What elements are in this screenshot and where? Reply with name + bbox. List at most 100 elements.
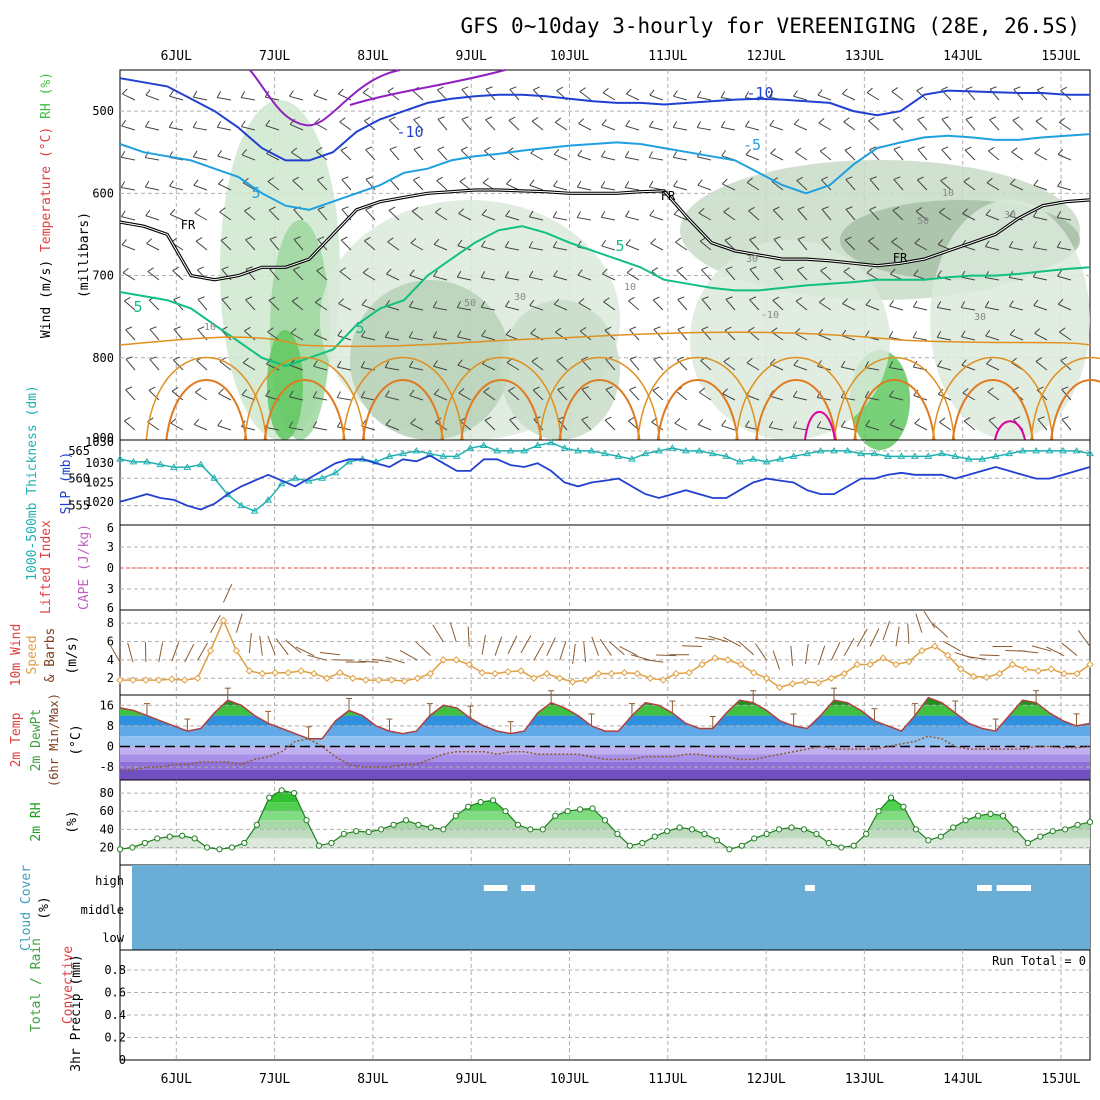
wind-barb-feather: [1009, 329, 1016, 336]
wind-barb-feather: [482, 177, 489, 184]
wind-barb: [652, 299, 664, 311]
wind10m-barb: [399, 649, 418, 661]
wind-barb-feather: [914, 238, 921, 244]
wind-barb: [677, 299, 688, 311]
wind-barb: [269, 269, 280, 281]
wind-barb: [965, 119, 976, 131]
wind-barb: [652, 389, 664, 401]
contour-label: -10: [746, 84, 773, 102]
wind-barb: [267, 181, 280, 191]
panel-ylabel: 2m DewPt: [29, 709, 44, 772]
temp-band: [120, 761, 1090, 770]
wind-barb-feather: [988, 146, 995, 152]
thickness-point: [1005, 449, 1014, 457]
panel-ylabel: Total / Rain: [29, 938, 44, 1032]
wind10m-barb: [599, 638, 612, 656]
isotherm-10: [361, 379, 444, 441]
wind-barb-feather: [600, 210, 606, 218]
wind-barb-feather: [362, 267, 369, 274]
wind-barb-feather: [773, 236, 781, 240]
isotherm-10-outer: [1030, 356, 1100, 441]
wind-barb-feather: [937, 360, 942, 367]
rh2m-point: [999, 812, 1007, 819]
rh2m-point: [166, 833, 173, 840]
rh2m-point: [353, 828, 360, 835]
wind-barb-feather: [484, 146, 491, 152]
wind-barb: [601, 216, 616, 221]
wind-barb: [697, 127, 712, 131]
thickness-point: [170, 463, 178, 470]
wind-barb-feather: [744, 420, 750, 427]
wind-barb: [483, 391, 496, 401]
y-tick-label: 700: [92, 269, 114, 283]
wind-barb: [290, 332, 304, 341]
wind-barb: [793, 95, 808, 101]
wind-barb: [628, 300, 640, 311]
wind-barb: [844, 239, 856, 251]
dewpoint-line: [120, 735, 1091, 771]
date-label-bottom: 11JUL: [648, 1072, 687, 1087]
wind-barb: [413, 119, 424, 131]
thickness-point: [1086, 449, 1094, 457]
wind-barb-feather: [360, 330, 366, 337]
wind-barb: [170, 422, 184, 431]
wind-barb: [193, 184, 208, 191]
wind10m-speed-point: [1086, 660, 1094, 669]
wind-barb: [917, 148, 928, 161]
wind-barb: [793, 123, 808, 131]
wind10m-speed-point: [944, 651, 952, 660]
wind10m-barb: [681, 645, 703, 647]
wind10m-speed-point: [336, 669, 344, 677]
wind-barb: [315, 301, 328, 311]
wind-barb: [625, 187, 640, 191]
wind-barb: [748, 210, 760, 221]
wind-barb-feather: [840, 360, 846, 368]
wind-barb-feather: [410, 238, 417, 244]
wind-barb: [1033, 184, 1048, 191]
wind-barb: [266, 153, 280, 161]
rh-shading: [267, 330, 303, 440]
wind-barb-feather: [365, 176, 373, 180]
wind-barb-feather: [745, 120, 750, 127]
wind-barb-feather: [409, 389, 415, 396]
wind-barb-feather: [505, 329, 511, 336]
wind-barb-feather: [724, 236, 732, 241]
wind-barb-feather: [696, 121, 702, 128]
wind10m-speed-point: [607, 669, 616, 678]
wind-barb-feather: [795, 297, 803, 302]
wind-barb: [362, 272, 376, 281]
temp2m-line: [119, 696, 1091, 740]
wind-barb-feather: [265, 119, 271, 126]
wind-barb-feather: [797, 206, 805, 210]
wind-barb: [124, 300, 136, 311]
wind-barb-feather: [364, 236, 371, 242]
wind-barb-feather: [673, 90, 678, 97]
wind-barb: [169, 95, 184, 101]
wind10m-barb: [790, 645, 794, 666]
wind-barb-feather: [241, 389, 247, 396]
panel-ylabel: SLP (mb): [59, 452, 74, 515]
wind-barb-feather: [889, 390, 894, 397]
wind10m-speed-point: [827, 674, 836, 682]
wind-barb-feather: [435, 207, 442, 213]
wind-barb: [1057, 216, 1072, 221]
wind-barb-feather: [291, 297, 299, 302]
wind-barb-feather: [1034, 328, 1041, 334]
thickness-point: [506, 446, 515, 454]
wind10m-speed-point: [646, 674, 654, 682]
wind-barb: [604, 419, 616, 431]
wind-barb: [577, 274, 592, 281]
rh2m-point: [937, 833, 944, 840]
wind-barb-feather: [170, 418, 177, 424]
wind-barb: [1013, 89, 1024, 101]
wind-barb: [579, 330, 592, 341]
wind10m-speed-point: [620, 669, 629, 677]
wind10m-speed-point: [801, 678, 810, 686]
wind-barb-feather: [173, 356, 180, 361]
wind-barb-feather: [413, 146, 421, 150]
wind-barb: [313, 426, 328, 431]
wind10m-barb: [1077, 629, 1091, 647]
wind-barb: [794, 332, 808, 341]
wind-barb: [505, 306, 520, 311]
wind-barb-feather: [432, 331, 438, 338]
